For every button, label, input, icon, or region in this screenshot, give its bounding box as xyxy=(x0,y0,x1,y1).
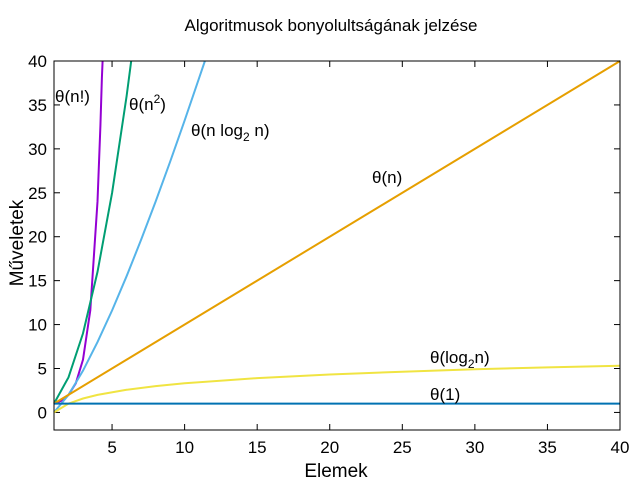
series-line-n xyxy=(53,60,621,405)
series-label-n-2: θ(n2) xyxy=(129,92,166,114)
series-label-n: θ(n) xyxy=(372,168,402,187)
series-label-n-log2-n: θ(n log2 n) xyxy=(191,121,270,144)
y-axis-title: Műveletek xyxy=(7,199,28,286)
y-tick-label: 5 xyxy=(38,360,47,379)
x-tick-label: 30 xyxy=(465,438,484,457)
series-line-n-log2-n xyxy=(53,60,206,414)
x-tick-label: 10 xyxy=(175,438,194,457)
y-tick-label: 20 xyxy=(28,228,47,247)
x-tick-label: 15 xyxy=(248,438,267,457)
plot-area xyxy=(53,60,621,414)
chart-title: Algoritmusok bonyolultságának jelzése xyxy=(185,16,478,35)
y-tick-label: 35 xyxy=(28,96,47,115)
y-tick-label: 10 xyxy=(28,316,47,335)
series-line-n-2 xyxy=(53,60,133,405)
x-tick-label: 25 xyxy=(393,438,412,457)
x-tick-label: 35 xyxy=(538,438,557,457)
y-tick-label: 30 xyxy=(28,140,47,159)
x-tick-label: 5 xyxy=(107,438,116,457)
x-axis-title: Elemek xyxy=(304,461,368,480)
y-tick-label: 0 xyxy=(38,403,47,422)
y-tick-label: 25 xyxy=(28,184,47,203)
x-tick-label: 20 xyxy=(320,438,339,457)
y-tick-label: 40 xyxy=(28,52,47,71)
series-label-log2-n: θ(log2n) xyxy=(430,348,490,371)
axis-ticks: 5 10 15 20 25 30 35 40 0 5 10 15 20 25 30 35 40 xyxy=(28,52,629,457)
plot-frame xyxy=(53,60,621,431)
series-label-factorial: θ(n!) xyxy=(55,87,90,106)
series-label-constant: θ(1) xyxy=(430,385,460,404)
y-tick-label: 15 xyxy=(28,272,47,291)
x-tick-label: 40 xyxy=(611,438,630,457)
series-line-log2-n xyxy=(53,364,621,414)
series-labels: θ(n!) θ(n2) θ(n log2 n) θ(n) θ(log2n) θ(1) xyxy=(55,87,490,404)
series-line-factorial xyxy=(53,60,104,405)
